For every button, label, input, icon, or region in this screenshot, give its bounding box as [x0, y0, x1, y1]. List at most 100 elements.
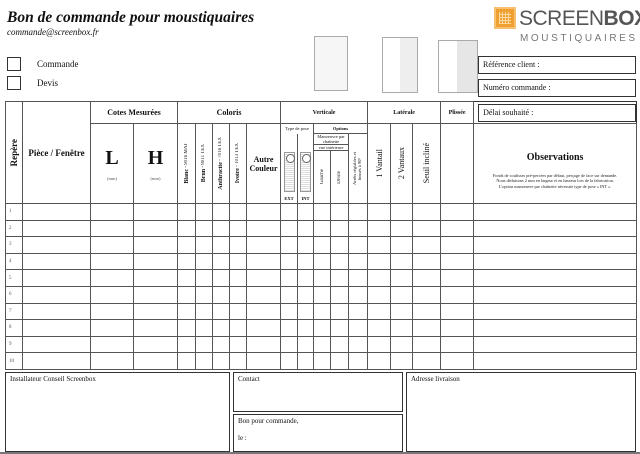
table-cell[interactable] — [313, 335, 332, 354]
table-cell[interactable] — [367, 219, 392, 238]
table-cell[interactable] — [440, 302, 475, 321]
table-cell[interactable] — [132, 203, 179, 221]
table-cell[interactable] — [212, 285, 231, 304]
table-cell[interactable] — [367, 352, 392, 370]
table-cell[interactable] — [390, 203, 414, 221]
table-cell[interactable] — [90, 236, 134, 254]
table-cell[interactable] — [177, 252, 197, 271]
table-cell[interactable] — [132, 219, 179, 238]
table-cell[interactable] — [330, 203, 350, 221]
table-cell[interactable] — [313, 319, 332, 337]
table-cell[interactable] — [90, 269, 134, 287]
table-cell[interactable] — [229, 302, 248, 321]
delivery-address-box[interactable]: Adresse livraison — [406, 372, 636, 452]
table-cell[interactable] — [280, 285, 299, 304]
commande-checkbox[interactable] — [7, 57, 21, 71]
table-cell[interactable] — [280, 203, 299, 221]
table-cell[interactable] — [412, 269, 442, 287]
table-cell[interactable] — [367, 302, 392, 321]
table-cell[interactable] — [246, 219, 282, 238]
contact-box[interactable]: Contact — [233, 372, 403, 412]
table-cell[interactable] — [212, 269, 231, 287]
table-cell[interactable] — [473, 236, 638, 254]
table-cell[interactable] — [367, 319, 392, 337]
table-cell[interactable] — [90, 335, 134, 354]
table-cell[interactable] — [473, 203, 638, 221]
table-cell[interactable] — [212, 236, 231, 254]
table-cell[interactable] — [348, 236, 369, 254]
table-cell[interactable] — [177, 302, 197, 321]
table-cell[interactable] — [390, 252, 414, 271]
delay-field[interactable]: Délai souhaité : — [478, 104, 637, 122]
table-cell[interactable] — [22, 236, 91, 254]
table-cell[interactable] — [330, 269, 350, 287]
table-cell[interactable] — [177, 285, 197, 304]
table-cell[interactable] — [22, 269, 91, 287]
table-cell[interactable] — [297, 252, 315, 271]
table-cell[interactable] — [473, 269, 638, 287]
table-cell[interactable] — [212, 252, 231, 271]
table-cell[interactable] — [330, 319, 350, 337]
table-cell[interactable] — [330, 252, 350, 271]
table-cell[interactable] — [246, 269, 282, 287]
table-cell[interactable] — [330, 285, 350, 304]
table-cell[interactable] — [212, 219, 231, 238]
table-cell[interactable] — [177, 269, 197, 287]
table-cell[interactable] — [313, 219, 332, 238]
table-cell[interactable] — [313, 269, 332, 287]
table-cell[interactable] — [440, 335, 475, 354]
table-cell[interactable] — [22, 219, 91, 238]
table-cell[interactable] — [246, 335, 282, 354]
table-cell[interactable] — [280, 352, 299, 370]
table-cell[interactable] — [297, 352, 315, 370]
table-cell[interactable] — [440, 352, 475, 370]
table-cell[interactable] — [297, 203, 315, 221]
table-cell[interactable] — [90, 302, 134, 321]
table-cell[interactable] — [412, 352, 442, 370]
table-cell[interactable] — [90, 219, 134, 238]
table-cell[interactable] — [297, 302, 315, 321]
table-cell[interactable] — [22, 352, 91, 370]
table-cell[interactable] — [246, 203, 282, 221]
table-cell[interactable] — [229, 203, 248, 221]
table-cell[interactable] — [440, 203, 475, 221]
table-cell[interactable] — [367, 203, 392, 221]
table-cell[interactable] — [348, 269, 369, 287]
table-cell[interactable] — [280, 302, 299, 321]
table-cell[interactable] — [367, 236, 392, 254]
table-cell[interactable] — [313, 203, 332, 221]
table-cell[interactable] — [132, 269, 179, 287]
table-cell[interactable] — [390, 302, 414, 321]
table-cell[interactable] — [367, 335, 392, 354]
table-cell[interactable] — [22, 285, 91, 304]
table-cell[interactable] — [229, 219, 248, 238]
table-cell[interactable] — [440, 252, 475, 271]
table-cell[interactable] — [195, 352, 214, 370]
table-cell[interactable] — [297, 219, 315, 238]
table-cell[interactable] — [313, 252, 332, 271]
table-cell[interactable] — [367, 285, 392, 304]
table-cell[interactable] — [177, 219, 197, 238]
table-cell[interactable] — [195, 302, 214, 321]
table-cell[interactable] — [330, 302, 350, 321]
table-cell[interactable] — [22, 302, 91, 321]
table-cell[interactable] — [330, 219, 350, 238]
installer-box[interactable]: Installateur Conseil Screenbox — [5, 372, 230, 452]
table-cell[interactable] — [132, 236, 179, 254]
table-cell[interactable] — [90, 319, 134, 337]
table-cell[interactable] — [412, 319, 442, 337]
table-cell[interactable] — [297, 236, 315, 254]
table-cell[interactable] — [212, 352, 231, 370]
table-cell[interactable] — [177, 236, 197, 254]
table-cell[interactable] — [412, 302, 442, 321]
table-cell[interactable] — [280, 236, 299, 254]
table-cell[interactable] — [90, 252, 134, 271]
table-cell[interactable] — [390, 236, 414, 254]
table-cell[interactable] — [177, 319, 197, 337]
table-cell[interactable] — [390, 269, 414, 287]
table-cell[interactable] — [280, 269, 299, 287]
table-cell[interactable] — [195, 219, 214, 238]
table-cell[interactable] — [280, 252, 299, 271]
table-cell[interactable] — [348, 219, 369, 238]
table-cell[interactable] — [440, 219, 475, 238]
